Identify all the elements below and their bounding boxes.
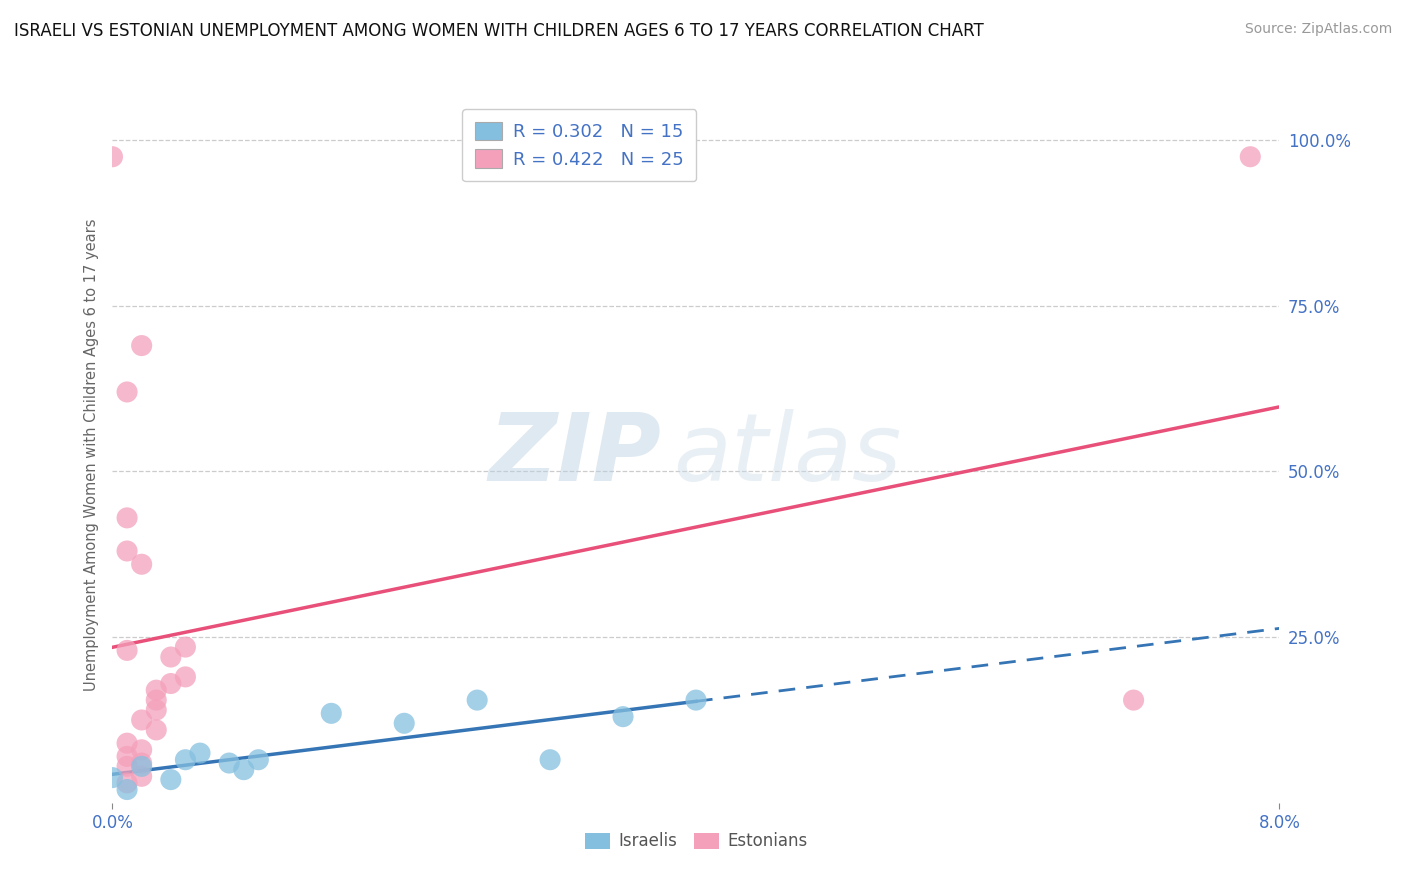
- Point: [174, 640, 197, 654]
- Point: [131, 338, 153, 352]
- Point: [160, 772, 183, 787]
- Y-axis label: Unemployment Among Women with Children Ages 6 to 17 years: Unemployment Among Women with Children A…: [83, 219, 98, 691]
- Text: ISRAELI VS ESTONIAN UNEMPLOYMENT AMONG WOMEN WITH CHILDREN AGES 6 TO 17 YEARS CO: ISRAELI VS ESTONIAN UNEMPLOYMENT AMONG W…: [14, 22, 984, 40]
- Point: [145, 703, 167, 717]
- Point: [1122, 693, 1144, 707]
- Point: [115, 736, 138, 750]
- Point: [131, 756, 153, 770]
- Point: [131, 759, 153, 773]
- Point: [538, 753, 561, 767]
- Point: [115, 759, 138, 773]
- Point: [101, 150, 124, 164]
- Point: [145, 693, 167, 707]
- Point: [188, 746, 211, 760]
- Point: [218, 756, 240, 770]
- Text: Source: ZipAtlas.com: Source: ZipAtlas.com: [1244, 22, 1392, 37]
- Text: atlas: atlas: [672, 409, 901, 500]
- Legend: Israelis, Estonians: Israelis, Estonians: [578, 826, 814, 857]
- Point: [115, 544, 138, 558]
- Point: [247, 753, 270, 767]
- Point: [115, 776, 138, 790]
- Point: [685, 693, 707, 707]
- Point: [101, 771, 124, 785]
- Point: [115, 384, 138, 399]
- Point: [612, 709, 634, 723]
- Point: [115, 511, 138, 525]
- Point: [115, 643, 138, 657]
- Point: [321, 706, 343, 721]
- Point: [145, 683, 167, 698]
- Point: [394, 716, 416, 731]
- Text: ZIP: ZIP: [488, 409, 661, 501]
- Point: [1239, 150, 1261, 164]
- Point: [232, 763, 254, 777]
- Point: [131, 558, 153, 572]
- Point: [131, 769, 153, 783]
- Point: [174, 670, 197, 684]
- Point: [131, 713, 153, 727]
- Point: [174, 753, 197, 767]
- Point: [160, 676, 183, 690]
- Point: [160, 650, 183, 665]
- Point: [115, 782, 138, 797]
- Point: [115, 749, 138, 764]
- Point: [465, 693, 488, 707]
- Point: [131, 743, 153, 757]
- Point: [145, 723, 167, 737]
